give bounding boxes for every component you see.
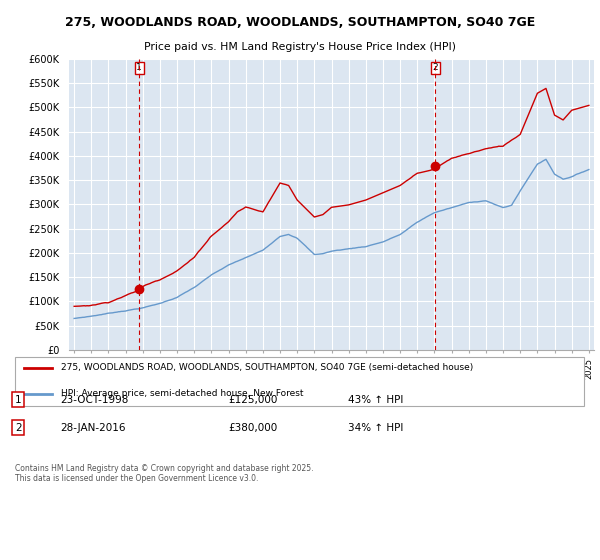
Text: 2: 2: [15, 423, 22, 433]
Text: £380,000: £380,000: [228, 423, 277, 433]
Text: 2: 2: [433, 63, 438, 72]
Text: 1: 1: [136, 63, 142, 72]
Text: 275, WOODLANDS ROAD, WOODLANDS, SOUTHAMPTON, SO40 7GE (semi-detached house): 275, WOODLANDS ROAD, WOODLANDS, SOUTHAMP…: [61, 363, 473, 372]
Text: 28-JAN-2016: 28-JAN-2016: [60, 423, 125, 433]
Text: 275, WOODLANDS ROAD, WOODLANDS, SOUTHAMPTON, SO40 7GE: 275, WOODLANDS ROAD, WOODLANDS, SOUTHAMP…: [65, 16, 535, 29]
Text: Price paid vs. HM Land Registry's House Price Index (HPI): Price paid vs. HM Land Registry's House …: [144, 42, 456, 52]
Text: £125,000: £125,000: [228, 395, 277, 405]
Text: 23-OCT-1998: 23-OCT-1998: [60, 395, 128, 405]
Text: 1: 1: [15, 395, 22, 405]
Text: HPI: Average price, semi-detached house, New Forest: HPI: Average price, semi-detached house,…: [61, 389, 304, 398]
Text: 43% ↑ HPI: 43% ↑ HPI: [348, 395, 403, 405]
Text: 34% ↑ HPI: 34% ↑ HPI: [348, 423, 403, 433]
FancyBboxPatch shape: [15, 357, 584, 406]
Text: Contains HM Land Registry data © Crown copyright and database right 2025.
This d: Contains HM Land Registry data © Crown c…: [15, 464, 314, 483]
